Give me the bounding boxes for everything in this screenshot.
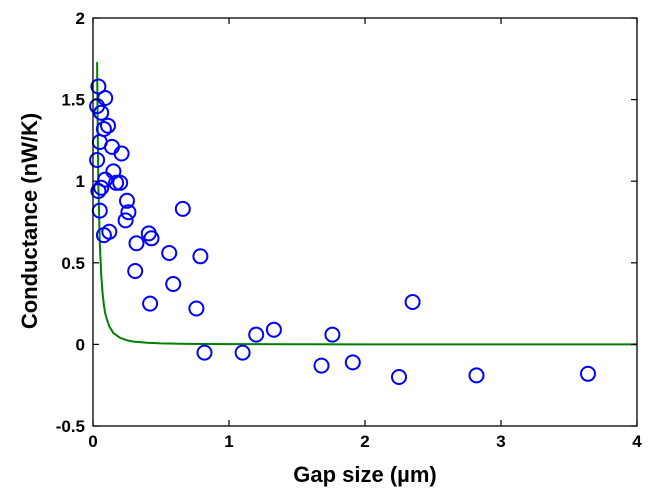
x-tick-label-1: 1: [224, 432, 233, 451]
x-tick-label-2: 2: [360, 432, 369, 451]
x-axis-label: Gap size (µm): [293, 462, 436, 487]
data-point-34: [248, 326, 265, 343]
data-point-35: [265, 321, 282, 338]
data-point-21: [117, 212, 134, 229]
data-point-20: [174, 200, 191, 217]
fit-curve: [96, 62, 637, 346]
data-point-31: [142, 295, 159, 312]
data-point-27: [161, 245, 178, 261]
data-point-42: [468, 367, 485, 384]
plot-area: [89, 62, 637, 385]
x-tick-label-4: 4: [632, 432, 642, 451]
data-point-37: [196, 344, 213, 361]
data-point-10: [89, 152, 106, 168]
data-point-41: [391, 369, 407, 385]
data-point-14: [112, 174, 129, 191]
data-point-36: [324, 326, 341, 343]
data-point-12: [97, 171, 114, 188]
y-tick-label--0.5: -0.5: [56, 417, 85, 436]
data-point-23: [95, 227, 112, 244]
data-point-19: [120, 204, 137, 221]
y-tick-label-1.5: 1.5: [61, 91, 85, 110]
y-tick-label-2: 2: [76, 9, 85, 28]
data-point-15: [93, 179, 110, 196]
data-point-25: [143, 230, 160, 247]
data-point-26: [128, 235, 145, 252]
data-point-28: [192, 248, 209, 265]
data-point-17: [119, 192, 135, 209]
y-tick-label-0.5: 0.5: [61, 254, 85, 273]
data-point-33: [404, 294, 421, 310]
data-point-29: [127, 263, 144, 279]
y-tick-label-1: 1: [76, 172, 85, 191]
data-point-32: [188, 300, 205, 317]
axis-ticks: 0 1 2 3 4-0.500.511.52: [56, 9, 643, 451]
data-point-38: [234, 344, 251, 361]
data-point-40: [344, 354, 361, 371]
data-point-3: [97, 90, 114, 106]
axes-box: [92, 17, 638, 427]
data-point-11: [105, 163, 122, 180]
data-point-4: [93, 104, 110, 121]
data-point-6: [95, 121, 112, 137]
x-tick-label-3: 3: [496, 432, 505, 451]
data-point-9: [113, 145, 130, 162]
data-point-5: [100, 117, 116, 134]
y-tick-label-0: 0: [76, 335, 85, 354]
data-point-16: [90, 183, 107, 199]
data-point-43: [580, 365, 596, 382]
data-point-30: [165, 276, 182, 292]
data-point-13: [108, 174, 125, 191]
data-point-8: [104, 138, 120, 155]
data-point-39: [313, 357, 330, 374]
x-tick-label-0: 0: [88, 432, 97, 451]
y-axis-label: Conductance (nW/K): [17, 113, 42, 329]
data-point-1: [90, 78, 107, 95]
